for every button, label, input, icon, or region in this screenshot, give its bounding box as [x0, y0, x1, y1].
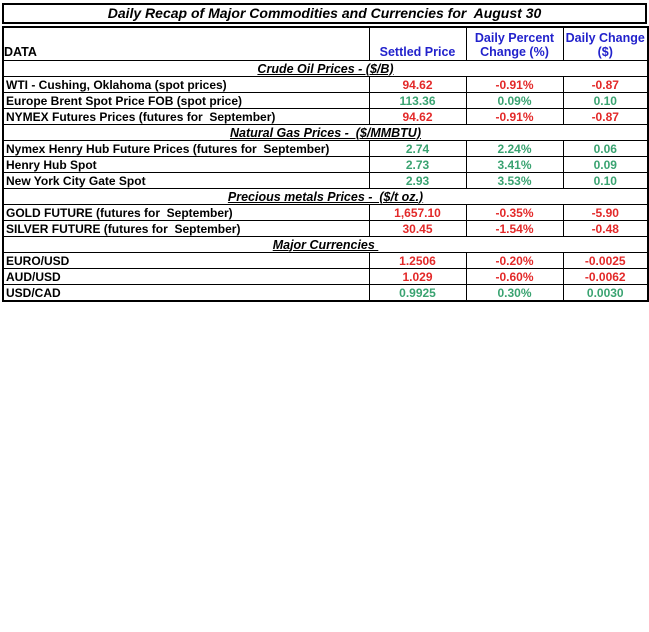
column-header-settled-price: Settled Price [368, 26, 467, 61]
column-header-row: DATA Settled Price Daily Percent Change … [2, 26, 649, 61]
section-title: Major Currencies [2, 236, 649, 253]
row-label: USD/CAD [2, 284, 370, 302]
table-row-nymex-futures: NYMEX Futures Prices (futures for Septem… [2, 108, 649, 125]
dollar-change-cell: -5.90 [562, 204, 649, 221]
settled-price-cell: 1,657.10 [368, 204, 467, 221]
section-header-crude-oil: Crude Oil Prices - ($/B) [2, 60, 649, 77]
table-row-gold: GOLD FUTURE (futures for September) 1,65… [2, 204, 649, 221]
section-title: Crude Oil Prices - ($/B) [2, 60, 649, 77]
settled-price-cell: 0.9925 [368, 284, 467, 302]
dollar-change-cell: 0.10 [562, 92, 649, 109]
settled-price-cell: 94.62 [368, 108, 467, 125]
dollar-change-cell: 0.10 [562, 172, 649, 189]
table-row-nymex-henry-hub: Nymex Henry Hub Future Prices (futures f… [2, 140, 649, 157]
row-label: WTI - Cushing, Oklahoma (spot prices) [2, 76, 370, 93]
dollar-change-cell: -0.0062 [562, 268, 649, 285]
commodities-currencies-table: DATA Settled Price Daily Percent Change … [2, 26, 649, 302]
table-row-audusd: AUD/USD 1.029 -0.60% -0.0062 [2, 268, 649, 285]
section-title: Precious metals Prices - ($/t oz.) [2, 188, 649, 205]
dollar-change-cell: -0.87 [562, 76, 649, 93]
percent-change-cell: -0.20% [465, 252, 564, 269]
settled-price-cell: 113.36 [368, 92, 467, 109]
settled-price-cell: 30.45 [368, 220, 467, 237]
dollar-change-cell: -0.87 [562, 108, 649, 125]
table-row-ny-city-gate: New York City Gate Spot 2.93 3.53% 0.10 [2, 172, 649, 189]
settled-price-cell: 2.74 [368, 140, 467, 157]
row-label: SILVER FUTURE (futures for September) [2, 220, 370, 237]
dollar-change-cell: -0.48 [562, 220, 649, 237]
percent-change-cell: 3.41% [465, 156, 564, 173]
row-label: EURO/USD [2, 252, 370, 269]
section-header-precious-metals: Precious metals Prices - ($/t oz.) [2, 188, 649, 205]
column-header-daily-percent-change: Daily Percent Change (%) [465, 26, 564, 61]
settled-price-cell: 2.73 [368, 156, 467, 173]
dollar-change-cell: 0.09 [562, 156, 649, 173]
percent-change-cell: 0.30% [465, 284, 564, 302]
table-row-silver: SILVER FUTURE (futures for September) 30… [2, 220, 649, 237]
row-label: GOLD FUTURE (futures for September) [2, 204, 370, 221]
dollar-change-cell: -0.0025 [562, 252, 649, 269]
row-label: Nymex Henry Hub Future Prices (futures f… [2, 140, 370, 157]
percent-change-cell: -0.91% [465, 76, 564, 93]
settled-price-cell: 1.2506 [368, 252, 467, 269]
table-row-brent: Europe Brent Spot Price FOB (spot price)… [2, 92, 649, 109]
section-header-natural-gas: Natural Gas Prices - ($/MMBTU) [2, 124, 649, 141]
settled-price-cell: 1.029 [368, 268, 467, 285]
percent-change-cell: 0.09% [465, 92, 564, 109]
percent-change-cell: 3.53% [465, 172, 564, 189]
row-label: Henry Hub Spot [2, 156, 370, 173]
report-title: Daily Recap of Major Commodities and Cur… [2, 3, 647, 24]
table-row-eurusd: EURO/USD 1.2506 -0.20% -0.0025 [2, 252, 649, 269]
percent-change-cell: 2.24% [465, 140, 564, 157]
percent-change-cell: -1.54% [465, 220, 564, 237]
section-header-major-currencies: Major Currencies [2, 236, 649, 253]
column-header-daily-change: Daily Change ($) [562, 26, 649, 61]
table-row-usdcad: USD/CAD 0.9925 0.30% 0.0030 [2, 284, 649, 302]
settled-price-cell: 2.93 [368, 172, 467, 189]
row-label: Europe Brent Spot Price FOB (spot price) [2, 92, 370, 109]
dollar-change-cell: 0.06 [562, 140, 649, 157]
row-label: New York City Gate Spot [2, 172, 370, 189]
row-label: AUD/USD [2, 268, 370, 285]
column-header-data: DATA [2, 26, 370, 61]
settled-price-cell: 94.62 [368, 76, 467, 93]
percent-change-cell: -0.60% [465, 268, 564, 285]
percent-change-cell: -0.91% [465, 108, 564, 125]
percent-change-cell: -0.35% [465, 204, 564, 221]
section-title: Natural Gas Prices - ($/MMBTU) [2, 124, 649, 141]
table-row-wti: WTI - Cushing, Oklahoma (spot prices) 94… [2, 76, 649, 93]
dollar-change-cell: 0.0030 [562, 284, 649, 302]
table-row-henry-hub-spot: Henry Hub Spot 2.73 3.41% 0.09 [2, 156, 649, 173]
row-label: NYMEX Futures Prices (futures for Septem… [2, 108, 370, 125]
